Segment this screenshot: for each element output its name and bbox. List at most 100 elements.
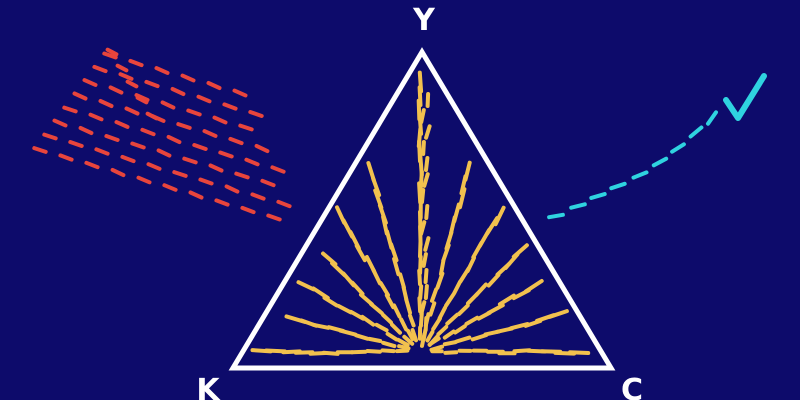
red-dash xyxy=(266,213,282,222)
yellow-dash xyxy=(425,92,431,108)
yellow-dash xyxy=(418,284,424,301)
yellow-dash xyxy=(406,328,415,342)
red-dash xyxy=(88,112,104,122)
yellow-dash xyxy=(397,344,411,351)
yellow-dash-field xyxy=(250,70,591,356)
yellow-dash xyxy=(511,243,529,259)
yellow-dash xyxy=(335,205,347,225)
yellow-dash xyxy=(321,251,338,267)
red-dash xyxy=(124,106,140,116)
yellow-dash xyxy=(428,301,437,317)
red-dash xyxy=(156,148,172,158)
cyan-dash xyxy=(631,170,649,180)
yellow-dash xyxy=(390,322,402,335)
yellow-dash xyxy=(497,293,516,307)
red-dash xyxy=(118,72,134,81)
red-dash xyxy=(125,79,139,89)
yellow-dash xyxy=(486,303,505,315)
red-dash xyxy=(136,175,152,185)
yellow-dash xyxy=(419,220,427,236)
red-dash xyxy=(102,51,118,60)
yellow-dash xyxy=(419,300,427,316)
yellow-dash xyxy=(408,313,416,328)
red-dash xyxy=(276,199,292,209)
red-dash xyxy=(224,184,240,194)
red-dash xyxy=(182,156,198,165)
yellow-dash xyxy=(486,273,501,288)
red-dash xyxy=(68,140,84,148)
red-dash xyxy=(228,136,244,146)
red-dash xyxy=(180,73,196,83)
cyan-dash-trail xyxy=(547,110,718,220)
yellow-dash xyxy=(523,279,544,294)
yellow-dash xyxy=(424,124,432,140)
yellow-dash xyxy=(398,272,406,290)
red-dash xyxy=(260,178,276,188)
red-dash xyxy=(170,87,186,96)
yellow-dash xyxy=(443,350,459,355)
red-dash xyxy=(104,134,120,142)
yellow-dash xyxy=(419,108,426,124)
red-dash xyxy=(110,167,126,178)
yellow-dash xyxy=(392,256,401,277)
red-dash xyxy=(58,153,74,162)
red-dash xyxy=(248,110,264,118)
yellow-dash xyxy=(417,70,424,94)
red-dash xyxy=(120,154,136,164)
red-dash xyxy=(94,147,110,156)
yellow-dash xyxy=(364,255,377,274)
yellow-dash xyxy=(435,271,445,290)
cyan-dash xyxy=(688,125,704,139)
red-dash xyxy=(186,108,202,117)
yellow-dash xyxy=(381,313,393,325)
yellow-dash xyxy=(465,255,476,273)
red-dash xyxy=(206,81,222,90)
yellow-dash xyxy=(336,304,353,315)
vertex-label-y: Y xyxy=(413,3,435,38)
cyan-dash xyxy=(589,192,607,200)
red-dash xyxy=(128,58,144,68)
yellow-dash xyxy=(470,333,489,342)
red-dash xyxy=(145,111,159,121)
yellow-dash xyxy=(423,284,429,300)
red-dash xyxy=(140,127,156,137)
yellow-dash xyxy=(547,309,569,319)
yellow-dash xyxy=(417,296,423,314)
yellow-dash xyxy=(425,330,435,343)
yellow-dash xyxy=(250,348,273,354)
vertex-label-k: K xyxy=(196,373,220,400)
red-dash xyxy=(92,64,108,74)
yellow-dash xyxy=(385,331,399,342)
yellow-dash xyxy=(423,316,429,332)
yellow-dash xyxy=(444,292,456,308)
yellow-dash xyxy=(437,305,448,321)
red-dash xyxy=(238,123,254,132)
red-dash xyxy=(78,126,94,135)
yellow-dash xyxy=(354,333,370,341)
yellow-dash xyxy=(454,335,472,344)
red-dash xyxy=(52,118,68,128)
red-dash xyxy=(232,88,248,98)
yellow-dash xyxy=(366,161,376,183)
yellow-dash xyxy=(420,332,427,348)
red-dash xyxy=(212,115,228,125)
yellow-dash xyxy=(453,324,467,335)
checkmark-icon xyxy=(723,73,767,121)
yellow-dash xyxy=(431,316,442,332)
red-dash xyxy=(84,160,100,170)
red-dash xyxy=(82,78,98,87)
yellow-dash xyxy=(452,280,462,296)
yellow-dash xyxy=(296,280,316,292)
yellow-dash xyxy=(421,252,428,268)
yellow-dash xyxy=(349,309,366,321)
yellow-dash xyxy=(424,156,430,172)
red-dash xyxy=(130,141,146,150)
yellow-dash xyxy=(424,204,430,220)
yellow-dash xyxy=(380,348,396,354)
yellow-dash xyxy=(464,315,480,326)
red-dash xyxy=(198,177,214,186)
yellow-dash xyxy=(395,348,410,354)
yellow-dash xyxy=(445,312,460,326)
